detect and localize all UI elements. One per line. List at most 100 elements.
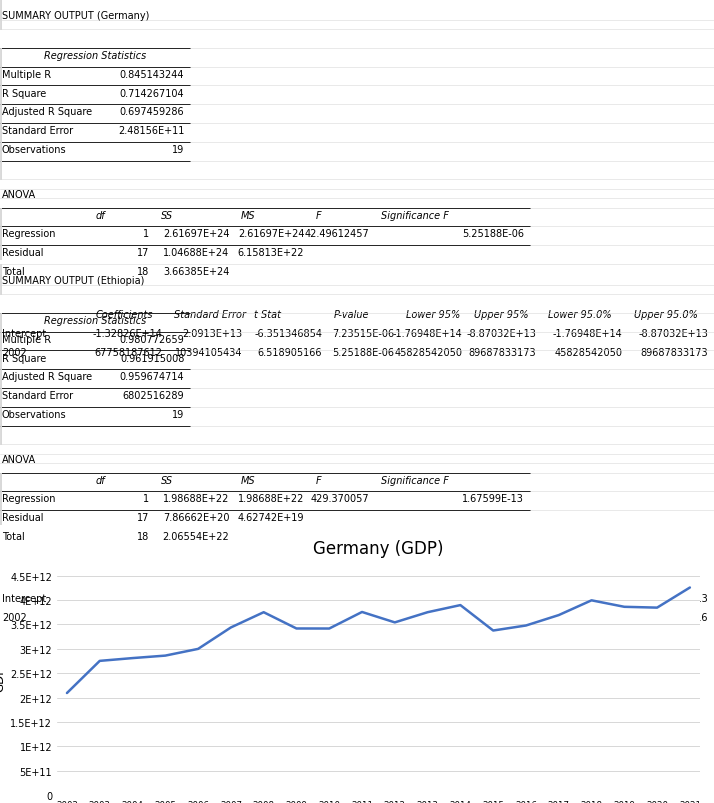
Text: 1.98688E+22: 1.98688E+22 (238, 494, 304, 503)
Text: 2.61697E+24: 2.61697E+24 (238, 229, 304, 239)
Text: F: F (316, 475, 321, 485)
Text: Standard Error: Standard Error (174, 310, 246, 320)
Text: 10394105434: 10394105434 (175, 348, 242, 357)
Text: Lower 95.0%: Lower 95.0% (548, 310, 611, 320)
Text: ANOVA: ANOVA (2, 190, 36, 199)
Text: 2.06554E+22: 2.06554E+22 (163, 532, 229, 541)
Text: Observations: Observations (2, 410, 66, 419)
Text: -20.63359563: -20.63359563 (254, 593, 322, 603)
Text: 17: 17 (137, 512, 149, 523)
Text: 5.25188E-06: 5.25188E-06 (462, 229, 524, 239)
Text: P-value: P-value (333, 574, 369, 585)
Text: 5302881564: 5302881564 (401, 612, 462, 622)
Text: Adjusted R Square: Adjusted R Square (2, 107, 92, 117)
Text: Intercept: Intercept (2, 593, 46, 603)
Text: 1.98688E+22: 1.98688E+22 (163, 494, 229, 503)
Text: df: df (96, 210, 106, 220)
Text: ANOVA: ANOVA (2, 454, 36, 464)
Text: P-value: P-value (333, 310, 369, 320)
Text: 1.04688E+24: 1.04688E+24 (163, 248, 229, 258)
Text: Total: Total (2, 532, 25, 541)
Text: 7.23515E-06: 7.23515E-06 (332, 328, 394, 339)
Text: 6505164416: 6505164416 (647, 612, 708, 622)
Text: 18: 18 (137, 532, 149, 541)
Text: 19: 19 (172, 410, 184, 419)
Text: 1: 1 (144, 229, 149, 239)
Text: -1.76948E+14: -1.76948E+14 (553, 328, 623, 339)
Text: 0.961915008: 0.961915008 (120, 353, 184, 363)
Text: 2.48156E+11: 2.48156E+11 (118, 126, 184, 136)
Text: Regression Statistics: Regression Statistics (44, 316, 146, 325)
Text: 4.62742E+19: 4.62742E+19 (238, 512, 304, 523)
Text: 5904022990: 5904022990 (101, 612, 162, 622)
Text: R Square: R Square (2, 88, 46, 99)
Text: Coefficients: Coefficients (96, 574, 154, 585)
Text: 5.73273E+11: 5.73273E+11 (176, 593, 242, 603)
Text: -6.351346854: -6.351346854 (254, 328, 322, 339)
Text: -1.06192E+13: -1.06192E+13 (466, 593, 536, 603)
Text: Upper 95.0%: Upper 95.0% (634, 310, 698, 320)
Text: -1.76948E+14: -1.76948E+14 (393, 328, 462, 339)
Text: 19: 19 (172, 145, 184, 155)
Text: -1.30382E+13: -1.30382E+13 (393, 593, 462, 603)
Text: Lower 95.0%: Lower 95.0% (548, 574, 611, 585)
Text: Multiple R: Multiple R (2, 70, 51, 79)
Text: 2.61697E+24: 2.61697E+24 (163, 229, 229, 239)
Text: t Stat: t Stat (253, 310, 281, 320)
Text: Observations: Observations (2, 145, 66, 155)
Text: 89687833173: 89687833173 (640, 348, 708, 357)
Text: 45828542050: 45828542050 (554, 348, 623, 357)
Text: 6505164416: 6505164416 (475, 612, 536, 622)
Text: 45828542050: 45828542050 (394, 348, 462, 357)
Text: 1.67599E-13: 1.67599E-13 (333, 612, 394, 622)
Text: 2002: 2002 (2, 612, 26, 622)
Text: 3.66385E+24: 3.66385E+24 (163, 267, 229, 277)
Text: Lower 95%: Lower 95% (406, 574, 460, 585)
Text: 0.697459286: 0.697459286 (120, 107, 184, 117)
Text: -1.18287E+13: -1.18287E+13 (92, 593, 162, 603)
Text: MS: MS (241, 210, 256, 220)
Text: -8.87032E+13: -8.87032E+13 (466, 328, 536, 339)
Text: 6.15813E+22: 6.15813E+22 (238, 248, 304, 258)
Text: -8.87032E+13: -8.87032E+13 (638, 328, 708, 339)
Text: -1.06192E+13: -1.06192E+13 (638, 593, 708, 603)
Text: Regression: Regression (2, 494, 56, 503)
Text: 2002: 2002 (2, 348, 26, 357)
Text: 89687833173: 89687833173 (468, 348, 536, 357)
Text: 6.518905166: 6.518905166 (258, 348, 322, 357)
Text: 0.959674714: 0.959674714 (120, 372, 184, 382)
Text: R Square: R Square (2, 353, 46, 363)
Text: Standard Error: Standard Error (2, 126, 73, 136)
Text: 284926053.4: 284926053.4 (178, 612, 242, 622)
Text: 1: 1 (144, 494, 149, 503)
Text: MS: MS (241, 475, 256, 485)
Text: df: df (96, 475, 106, 485)
Text: Regression: Regression (2, 229, 56, 239)
Text: t Stat: t Stat (253, 574, 281, 585)
Text: Intercept: Intercept (2, 328, 46, 339)
Text: SS: SS (161, 210, 173, 220)
Text: Total: Total (2, 267, 25, 277)
Text: -1.30382E+13: -1.30382E+13 (553, 593, 623, 603)
Text: Multiple R: Multiple R (2, 334, 51, 344)
Text: 429.370057: 429.370057 (311, 494, 369, 503)
Text: Coefficients: Coefficients (96, 310, 154, 320)
Text: SS: SS (161, 475, 173, 485)
Text: Upper 95.0%: Upper 95.0% (634, 574, 698, 585)
Text: 67758187612: 67758187612 (94, 348, 162, 357)
Text: 0.714267104: 0.714267104 (120, 88, 184, 99)
Text: 0.845143244: 0.845143244 (120, 70, 184, 79)
Text: 2.0913E+13: 2.0913E+13 (182, 328, 242, 339)
Text: 18: 18 (137, 267, 149, 277)
Text: 20.72124651: 20.72124651 (258, 612, 322, 622)
Text: 1.67599E-13: 1.67599E-13 (463, 494, 524, 503)
Text: Adjusted R Square: Adjusted R Square (2, 372, 92, 382)
Text: 42.49612457: 42.49612457 (305, 229, 369, 239)
Text: Regression Statistics: Regression Statistics (44, 51, 146, 61)
Text: Residual: Residual (2, 512, 44, 523)
Text: Residual: Residual (2, 248, 44, 258)
Text: Upper 95%: Upper 95% (473, 310, 528, 320)
Text: 5.25188E-06: 5.25188E-06 (332, 348, 394, 357)
Text: Standard Error: Standard Error (174, 574, 246, 585)
Text: 6802516289: 6802516289 (123, 390, 184, 401)
